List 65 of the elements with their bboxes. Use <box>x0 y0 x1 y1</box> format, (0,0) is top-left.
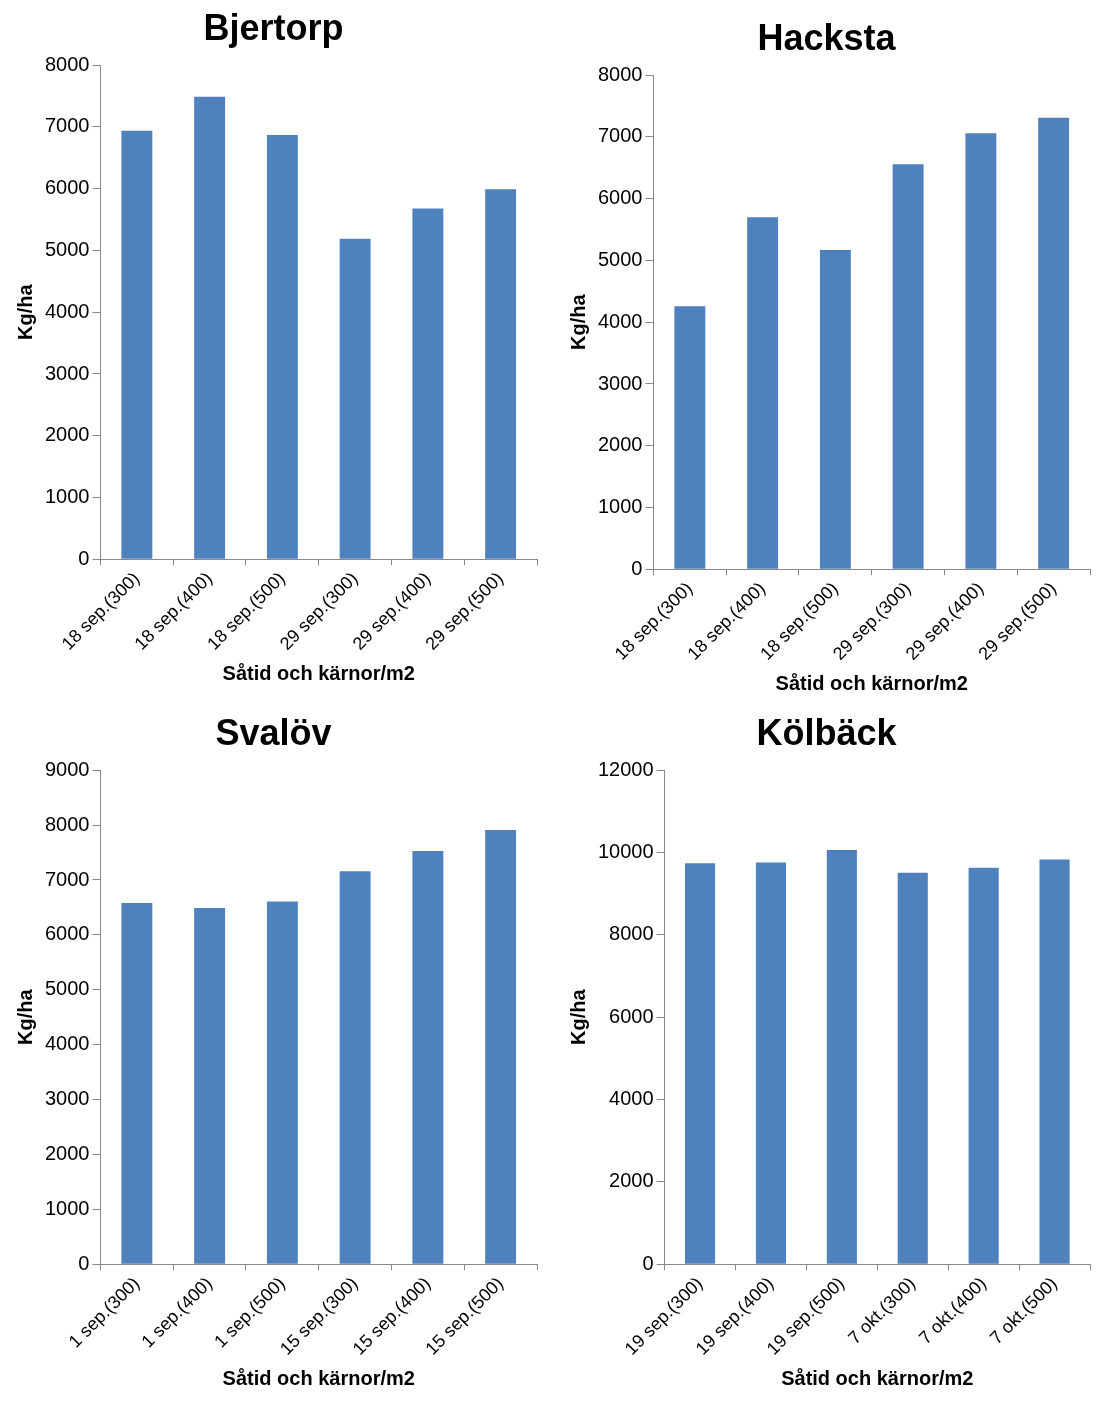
y-tick-label: 1000 <box>597 495 643 518</box>
y-tick-label: 1000 <box>44 485 90 508</box>
y-tick-label: 3000 <box>44 1087 90 1110</box>
bar <box>121 130 153 559</box>
chart-title: Kölbäck <box>756 711 898 753</box>
y-tick-label: 0 <box>642 1251 654 1274</box>
y-tick-label: 4000 <box>44 299 90 322</box>
bar <box>674 306 706 569</box>
y-tick-label: 6000 <box>44 922 90 945</box>
bar <box>892 164 924 569</box>
y-tick-label: 3000 <box>597 371 643 394</box>
y-tick-label: 10000 <box>597 840 654 863</box>
bar <box>412 208 444 559</box>
y-tick-label: 4000 <box>597 309 643 332</box>
x-axis-title: Såtid och kärnor/m2 <box>775 671 968 694</box>
bar <box>1038 117 1070 569</box>
y-tick-label: 0 <box>78 1251 90 1274</box>
y-tick-label: 1000 <box>44 1196 90 1219</box>
y-tick-label: 7000 <box>44 867 90 890</box>
bar <box>747 217 779 569</box>
y-tick-label: 4000 <box>609 1087 654 1110</box>
bar <box>194 907 226 1264</box>
bar <box>266 901 298 1264</box>
chart-title: Hacksta <box>757 16 897 58</box>
y-tick-label: 2000 <box>44 423 90 446</box>
y-tick-label: 3000 <box>44 361 90 384</box>
y-tick-label: 5000 <box>44 237 90 260</box>
bar <box>194 96 226 559</box>
y-tick-label: 0 <box>78 546 90 569</box>
y-tick-label: 5000 <box>597 247 643 270</box>
bar <box>121 903 153 1264</box>
y-axis-title: Kg/ha <box>566 293 589 351</box>
bar <box>412 850 444 1264</box>
chart-title: Bjertorp <box>203 6 344 48</box>
bar <box>266 134 298 559</box>
y-axis-title: Kg/ha <box>566 988 589 1046</box>
bar <box>339 238 371 559</box>
bar <box>485 830 517 1264</box>
y-tick-label: 2000 <box>597 433 643 456</box>
bar <box>485 189 517 559</box>
y-tick-label: 8000 <box>44 52 90 75</box>
y-tick-label: 6000 <box>609 1004 654 1027</box>
y-tick-label: 2000 <box>44 1141 90 1164</box>
x-axis-title: Såtid och kärnor/m2 <box>781 1366 974 1389</box>
y-tick-label: 12000 <box>597 757 654 780</box>
y-tick-label: 5000 <box>44 977 90 1000</box>
y-tick-label: 4000 <box>44 1032 90 1055</box>
x-axis-title: Såtid och kärnor/m2 <box>222 661 415 684</box>
bar <box>965 133 997 569</box>
bar <box>339 871 371 1264</box>
y-tick-label: 6000 <box>597 186 643 209</box>
y-axis-title: Kg/ha <box>13 283 36 341</box>
bar <box>819 249 851 569</box>
x-axis-title: Såtid och kärnor/m2 <box>222 1366 415 1389</box>
y-tick-label: 0 <box>631 556 643 579</box>
y-axis-title: Kg/ha <box>13 988 36 1046</box>
y-tick-label: 7000 <box>44 114 90 137</box>
y-tick-label: 8000 <box>44 812 90 835</box>
y-tick-label: 2000 <box>609 1169 654 1192</box>
y-tick-label: 9000 <box>44 757 90 780</box>
y-tick-label: 6000 <box>44 176 90 199</box>
y-tick-label: 8000 <box>609 922 654 945</box>
chart-title: Svalöv <box>215 711 332 753</box>
y-tick-label: 8000 <box>597 62 643 85</box>
y-tick-label: 7000 <box>597 124 643 147</box>
